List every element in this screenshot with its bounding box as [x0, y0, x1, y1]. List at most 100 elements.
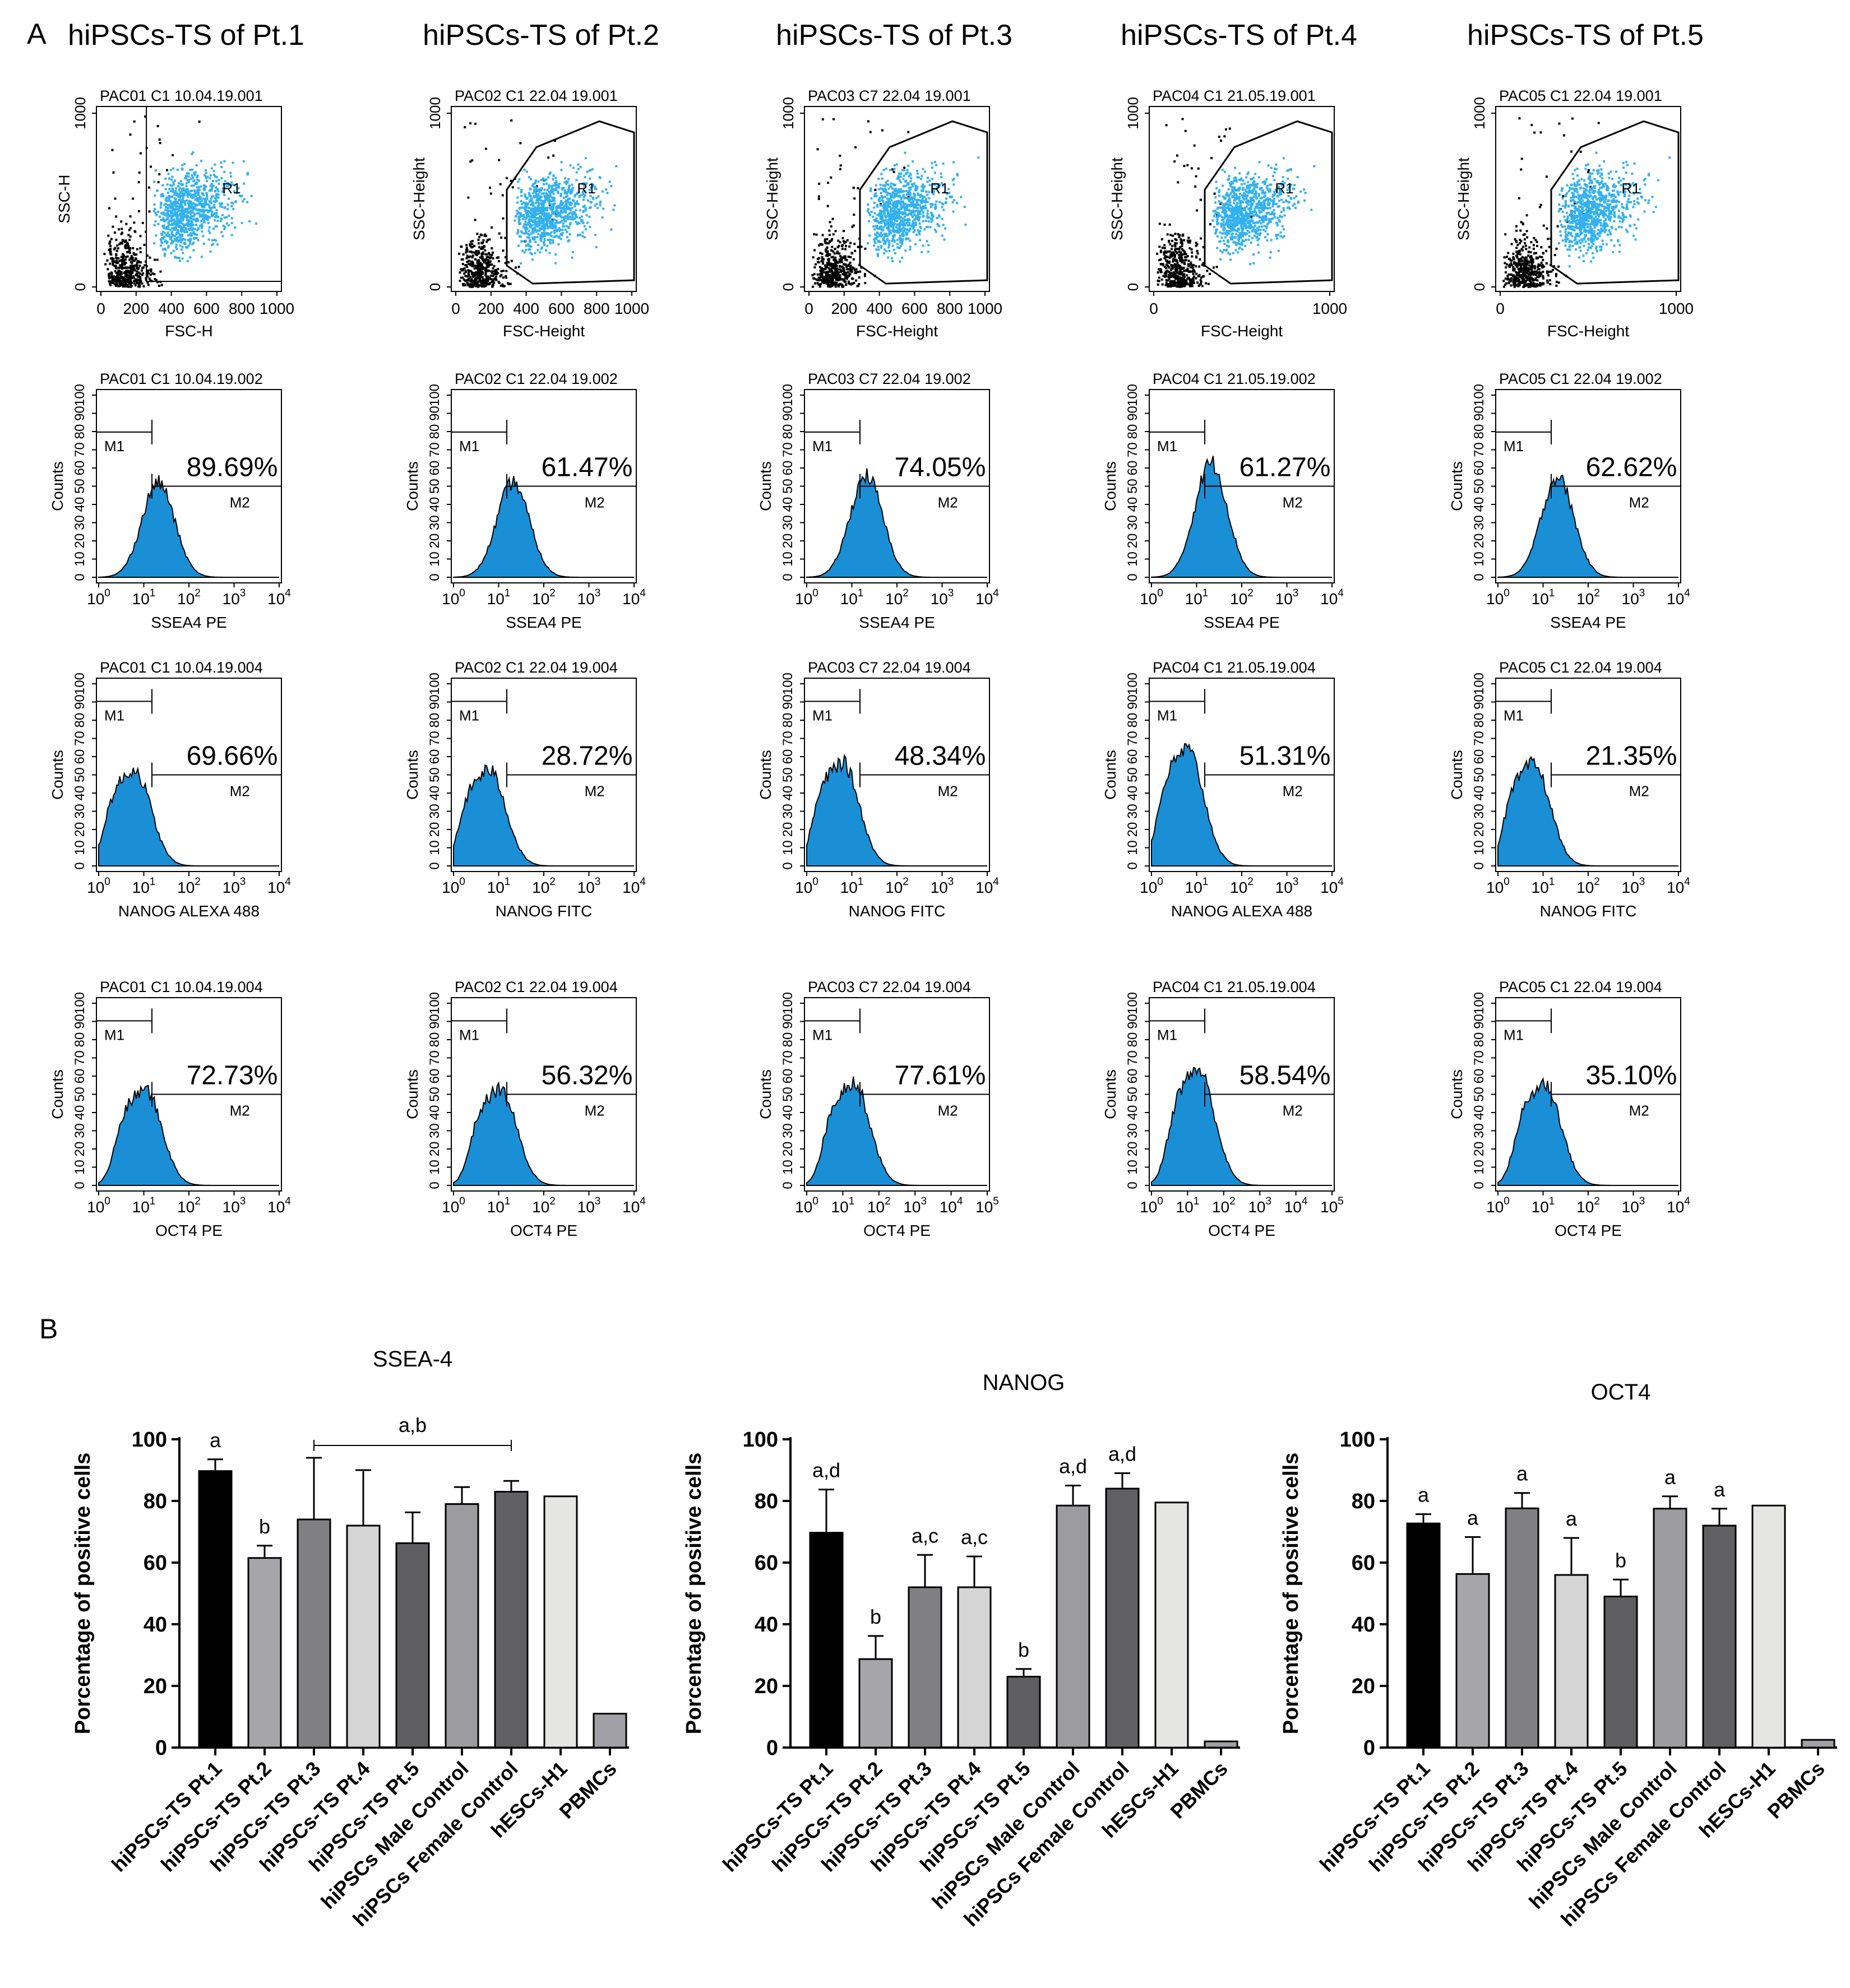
scatter-point-black [120, 220, 123, 223]
scatter-point-cyan [891, 239, 894, 242]
x-tick-label: 600 [193, 300, 220, 317]
scatter-point-cyan [904, 151, 906, 154]
scatter-point-cyan [168, 197, 170, 200]
scatter-point-cyan [195, 164, 198, 166]
scatter-point-cyan [535, 192, 538, 194]
x-tick-label: 200 [831, 300, 857, 317]
scatter-point-black [470, 251, 473, 254]
scatter-point-cyan [563, 189, 566, 192]
scatter-point-cyan [193, 174, 196, 177]
scatter-point-cyan [900, 201, 903, 204]
scatter-point-cyan [225, 216, 228, 219]
scatter-point-cyan [542, 209, 545, 212]
scatter-point-cyan [914, 221, 917, 224]
scatter-point-black [843, 256, 845, 258]
scatter-point-cyan [175, 205, 178, 208]
scatter-point-black [466, 261, 469, 263]
scatter-point-black [1172, 259, 1175, 262]
scatter-point-black [1167, 279, 1169, 282]
scatter-point-black [1209, 272, 1211, 275]
scatter-point-black [832, 250, 835, 253]
scatter-point-cyan [169, 189, 172, 192]
scatter-point-cyan [194, 205, 197, 207]
scatter-point-black [845, 268, 848, 271]
scatter-point-black [492, 270, 494, 273]
scatter-point-cyan [891, 223, 894, 226]
scatter-point-black [1198, 274, 1201, 276]
scatter-point-black [128, 248, 131, 251]
scatter-point-cyan [589, 225, 591, 228]
scatter-point-cyan [941, 217, 943, 220]
scatter-point-cyan [181, 226, 184, 229]
scatter-point-black [842, 285, 845, 288]
scatter-point-black [486, 277, 489, 280]
scatter-point-cyan [876, 214, 879, 216]
scatter-point-black [485, 270, 488, 272]
scatter-point-cyan [189, 220, 192, 223]
scatter-point-black [853, 267, 855, 270]
scatter-point-cyan [866, 210, 869, 213]
scatter-point-cyan [549, 233, 552, 236]
scatter-point-cyan [187, 195, 189, 198]
scatter-point-cyan [167, 246, 170, 249]
scatter-point-black [819, 274, 822, 276]
scatter-point-cyan [525, 170, 528, 173]
scatter-point-cyan [200, 226, 203, 229]
scatter-point-cyan [554, 182, 557, 184]
scatter-point-black [1200, 280, 1202, 283]
scatter-point-cyan [197, 220, 200, 223]
scatter-point-cyan [935, 188, 937, 191]
scatter-point-cyan [892, 226, 895, 229]
scatter-point-black [478, 284, 481, 287]
scatter-point-cyan [207, 221, 210, 224]
scatter-point-black [1182, 249, 1185, 252]
scatter-point-black [1192, 279, 1195, 282]
scatter-point-cyan [192, 208, 195, 211]
scatter-point-cyan [191, 229, 194, 231]
scatter-point-black [485, 253, 488, 256]
scatter-point-cyan [873, 206, 876, 209]
scatter-point-black [112, 171, 115, 174]
scatter-point-cyan [885, 233, 887, 235]
scatter-point-cyan [1228, 253, 1231, 256]
scatter-point-cyan [936, 217, 938, 220]
scatter-point-black [490, 270, 493, 273]
scatter-point-black [475, 254, 478, 257]
scatter-point-cyan [553, 235, 556, 238]
scatter-point-black [818, 182, 821, 185]
scatter-point-cyan [561, 234, 563, 237]
scatter-point-cyan [186, 194, 189, 197]
scatter-point-cyan [188, 203, 191, 206]
scatter-point-black [828, 234, 831, 237]
scatter-point-black [844, 244, 847, 247]
scatter-point-black [817, 276, 820, 279]
scatter-point-cyan [196, 189, 199, 192]
scatter-point-cyan [923, 201, 926, 203]
scatter-point-cyan [931, 203, 933, 206]
scatter-point-black [118, 278, 121, 281]
scatter-point-black [480, 234, 483, 237]
scatter-point-cyan [591, 168, 594, 171]
scatter-point-cyan [610, 228, 613, 231]
scatter-point-black [1176, 270, 1178, 272]
scatter-point-black [826, 205, 829, 207]
scatter-point-cyan [165, 233, 168, 236]
scatter-point-cyan [188, 239, 191, 242]
scatter-point-cyan [572, 199, 575, 202]
scatter-point-cyan [536, 229, 539, 232]
scatter-point-black [1169, 282, 1172, 285]
scatter-point-black [468, 270, 470, 273]
scatter-point-cyan [1214, 232, 1217, 235]
scatter-point-black [1180, 238, 1182, 241]
scatter-point-cyan [1219, 249, 1222, 252]
scatter-point-black [459, 280, 461, 282]
scatter-point-cyan [1258, 161, 1261, 164]
scatter-point-black [829, 240, 831, 243]
scatter-point-cyan [952, 210, 955, 213]
scatter-point-black [824, 280, 827, 282]
scatter-point-black [123, 254, 126, 257]
scatter-point-black [122, 276, 125, 279]
scatter-point-cyan [548, 187, 551, 189]
scatter-point-black [471, 272, 474, 275]
scatter-point-cyan [541, 228, 544, 230]
